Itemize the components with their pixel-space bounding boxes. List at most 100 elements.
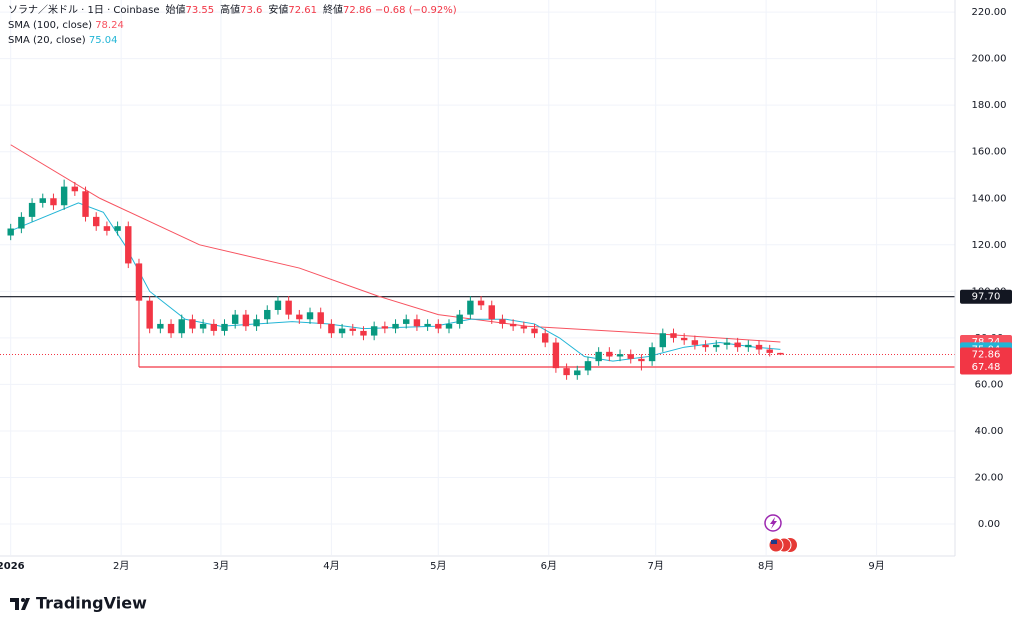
candle-body — [541, 333, 549, 343]
candle-body — [648, 347, 656, 362]
candle-body — [499, 319, 506, 324]
candle-body — [702, 344, 709, 348]
y-tick-label: 180.00 — [972, 100, 1007, 111]
symbol: ソラナ／米ドル · 1日 · Coinbase — [8, 5, 160, 16]
candle-body — [713, 344, 720, 348]
candle-body — [445, 323, 453, 329]
candle-body — [167, 323, 175, 334]
price-tag-label: 97.70 — [972, 292, 1001, 303]
header-row: ソラナ／米ドル · 1日 · Coinbase 始値73.55 高値73.6 安値72… — [8, 3, 457, 18]
candle-body — [60, 186, 68, 206]
ohlc-value: 72.61 — [288, 5, 318, 16]
x-tick-label: 5月 — [430, 560, 446, 572]
candle-body — [531, 328, 538, 334]
candle-body — [680, 337, 688, 341]
candle-body — [349, 328, 356, 331]
candle-body — [606, 351, 613, 357]
candle-body — [178, 319, 185, 334]
candle-body — [627, 354, 634, 359]
candle-body — [93, 216, 100, 227]
y-tick-label: 160.00 — [972, 147, 1007, 158]
ohlc-label: 安値 — [268, 5, 289, 16]
candle-body — [552, 342, 560, 369]
candle-body — [595, 351, 602, 362]
candle-body — [745, 344, 752, 348]
candle-body — [477, 300, 485, 306]
candle-body — [370, 326, 378, 336]
candle-body — [723, 342, 731, 345]
candle-body — [210, 323, 218, 331]
candle-body — [125, 226, 132, 264]
candle-body — [231, 314, 239, 324]
price-tag-label: 72.86 — [972, 350, 1001, 361]
candle-body — [39, 198, 46, 203]
legend: ソラナ／米ドル · 1日 · Coinbase 始値73.55 高値73.6 安値72… — [8, 3, 457, 48]
plot — [0, 144, 955, 380]
x-tick-label: 4月 — [323, 560, 339, 572]
candle-body — [28, 202, 36, 217]
x-tick-label: 9月 — [868, 560, 884, 572]
candle-body — [509, 323, 517, 327]
legend-name: SMA (100, close) — [8, 20, 92, 31]
candle-body — [403, 319, 410, 324]
candle-body — [285, 300, 292, 315]
candle-body — [691, 340, 699, 345]
candle-body — [424, 323, 431, 327]
x-tick-label: 6月 — [541, 560, 557, 572]
candle-body — [616, 354, 624, 357]
sma-legend: SMA (100, close) 78.24 SMA (20, close) 75… — [8, 18, 457, 48]
x-tick-label: 2026 — [0, 561, 25, 572]
candle-body — [264, 309, 271, 320]
ohlc-value: 72.86 — [343, 5, 372, 16]
ohlc-label: 終値 — [323, 5, 344, 16]
candle-body — [82, 191, 89, 217]
candle-body — [563, 368, 570, 376]
candle-body — [413, 319, 421, 327]
candle-body — [638, 358, 645, 362]
candle-body — [7, 228, 14, 236]
x-tick-label: 7月 — [647, 560, 663, 572]
ohlc-label: 高値 — [220, 5, 241, 16]
event-icon — [770, 517, 777, 529]
candle-body — [242, 314, 250, 327]
candle-body — [50, 198, 57, 206]
logo-icon — [10, 598, 30, 610]
candle-body — [338, 328, 346, 334]
candle-body — [296, 314, 303, 320]
y-tick-label: 200.00 — [972, 54, 1007, 65]
candle-body — [253, 319, 260, 327]
candle-body — [103, 226, 111, 231]
candle-body — [199, 323, 207, 329]
y-tick-label: 140.00 — [972, 193, 1007, 204]
y-tick-label: 60.00 — [975, 379, 1004, 390]
candle-body — [488, 305, 495, 320]
candle-body — [114, 226, 121, 231]
ohlc-value: 73.55 — [185, 5, 215, 16]
candle-body — [221, 323, 228, 331]
candle-body — [734, 342, 741, 348]
candle-body — [18, 216, 25, 229]
legend-entry: SMA (100, close) 78.24 — [8, 18, 457, 33]
candle-body — [274, 300, 282, 310]
candle-body — [777, 352, 784, 355]
y-tick-label: 20.00 — [975, 473, 1004, 484]
candle-body — [755, 344, 763, 350]
ohlc-value: 73.6 — [240, 5, 263, 16]
y-tick-label: 120.00 — [972, 240, 1007, 251]
candle-body — [670, 333, 677, 338]
legend-value: 75.04 — [88, 35, 118, 46]
candle-body — [328, 323, 335, 334]
change: −0.68 (−0.92%) — [374, 5, 457, 16]
candle-body — [435, 323, 442, 329]
price-tag-label: 67.48 — [972, 362, 1001, 373]
legend-value: 78.24 — [95, 20, 124, 31]
candle-body — [381, 326, 389, 329]
candle-body — [456, 314, 463, 324]
price-tag — [960, 289, 1012, 304]
x-tick-label: 3月 — [213, 560, 229, 572]
candle-body — [584, 361, 592, 371]
legend-name: SMA (20, close) — [8, 35, 86, 46]
x-tick-label: 8月 — [758, 560, 774, 572]
